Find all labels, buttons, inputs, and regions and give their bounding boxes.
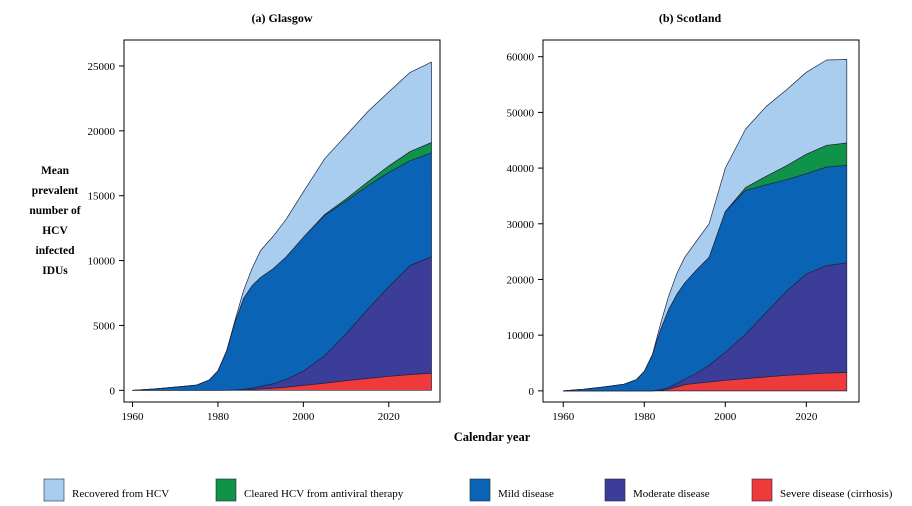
legend-item-severe: Severe disease (cirrhosis) — [751, 478, 893, 502]
x-tick-label: 1960 — [552, 411, 575, 423]
axis-ticks: 1960 1980 2000 2020 0 10000 20000 30000 40000 500… — [507, 52, 818, 423]
y-tick-label: 10000 — [88, 256, 116, 268]
x-tick-label: 1960 — [122, 411, 145, 423]
y-label-line: prevalent — [32, 185, 79, 197]
y-label-line: infected — [36, 245, 76, 257]
legend: Recovered from HCV Cleared HCV from antiv… — [43, 478, 893, 502]
y-tick-label: 50000 — [507, 107, 535, 119]
x-tick-label: 1980 — [207, 411, 230, 423]
y-tick-label: 0 — [529, 386, 535, 398]
y-tick-label: 5000 — [93, 320, 116, 332]
y-label-line: IDUs — [42, 265, 68, 277]
y-label-line: HCV — [42, 225, 68, 237]
legend-swatch — [43, 478, 65, 502]
y-label-line: number of — [29, 205, 80, 217]
y-tick-label: 20000 — [88, 126, 116, 138]
y-tick-label: 40000 — [507, 163, 535, 175]
legend-swatch — [215, 478, 237, 502]
x-tick-label: 2000 — [714, 411, 737, 423]
legend-label: Recovered from HCV — [72, 488, 169, 500]
plot-frame — [542, 39, 860, 403]
y-tick-label: 25000 — [88, 61, 116, 73]
area-recovered — [562, 59, 848, 392]
x-tick-label: 2020 — [795, 411, 818, 423]
legend-label: Cleared HCV from antiviral therapy — [244, 488, 404, 500]
legend-swatch — [604, 478, 626, 502]
area-layers — [132, 61, 432, 391]
axis-ticks: 1960 1980 2000 2020 0 5000 10000 15000 20000 2500… — [88, 61, 401, 423]
panel-glasgow: (a) Glasgow 1960 1980 2000 2020 0 5000 10000 15… — [88, 11, 441, 423]
legend-label: Mild disease — [498, 488, 554, 500]
x-tick-label: 2000 — [292, 411, 315, 423]
x-tick-label: 1980 — [633, 411, 656, 423]
panel-title: (a) Glasgow — [252, 11, 313, 25]
y-tick-label: 15000 — [88, 191, 116, 203]
y-tick-label: 60000 — [507, 52, 535, 64]
y-tick-label: 20000 — [507, 274, 535, 286]
y-tick-label: 30000 — [507, 219, 535, 231]
legend-item-mild: Mild disease — [469, 478, 554, 502]
y-tick-label: 0 — [110, 385, 116, 397]
panel-title: (b) Scotland — [659, 11, 722, 25]
legend-swatch — [751, 478, 773, 502]
legend-label: Moderate disease — [633, 488, 710, 500]
area-layers — [562, 59, 848, 392]
y-label-line: Mean — [41, 165, 70, 177]
plot-frame — [123, 39, 441, 403]
legend-swatch — [469, 478, 491, 502]
legend-item-cleared: Cleared HCV from antiviral therapy — [215, 478, 404, 502]
legend-label: Severe disease (cirrhosis) — [780, 488, 893, 500]
y-tick-label: 10000 — [507, 330, 535, 342]
y-axis-label: Mean prevalent number of HCV infected ID… — [29, 165, 80, 277]
x-axis-label: Calendar year — [454, 430, 531, 444]
legend-item-moderate: Moderate disease — [604, 478, 710, 502]
panel-scotland: (b) Scotland 1960 1980 2000 2020 0 10000 20000… — [507, 11, 860, 423]
x-tick-label: 2020 — [378, 411, 401, 423]
area-recovered — [132, 61, 432, 391]
legend-item-recovered: Recovered from HCV — [43, 478, 169, 502]
